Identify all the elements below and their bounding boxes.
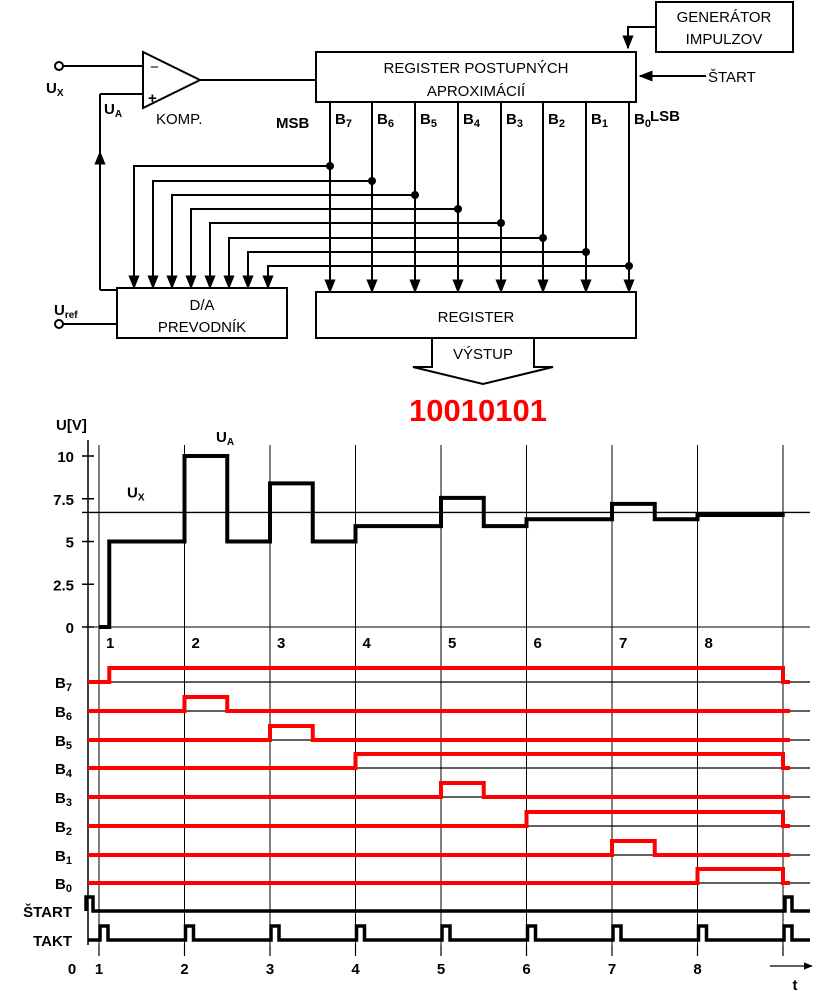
dac-feed-line-6 xyxy=(242,251,586,290)
bit-label-5: B2 xyxy=(548,111,565,130)
bit-label-4: B3 xyxy=(506,111,523,130)
comparator-minus: − xyxy=(150,59,159,76)
ux-label: UX xyxy=(46,80,64,99)
generator-line2: IMPULZOV xyxy=(686,31,763,48)
step-label-1: 1 xyxy=(106,635,114,652)
msb-label: MSB xyxy=(276,115,310,132)
bit-row-signal-0 xyxy=(88,867,790,885)
takt-signal xyxy=(88,924,810,942)
time-label: t xyxy=(793,977,798,994)
uref-label: Uref xyxy=(54,302,78,321)
step-label-5: 5 xyxy=(448,635,456,652)
start-signal xyxy=(84,895,810,913)
step-label-8: 8 xyxy=(705,635,713,652)
bit-label-6: B1 xyxy=(591,111,608,130)
bit-row-label-0: B0 xyxy=(55,876,72,895)
dac-feed-line-0 xyxy=(128,165,330,290)
bit-row-signal-7 xyxy=(88,666,790,684)
voltage-chart: U[V] 10 7.5 5 2.5 0 UX UA 1 2 3 4 5 6 7 8 xyxy=(53,417,810,945)
start-row-label: ŠTART xyxy=(23,903,72,921)
comparator-label: KOMP. xyxy=(156,111,202,128)
y-tick-label: 0 xyxy=(66,620,74,637)
bit-row-label-1: B1 xyxy=(55,848,72,867)
bit-label-1: B6 xyxy=(377,111,394,130)
comparator-plus: + xyxy=(148,90,157,107)
bit-label-2: B5 xyxy=(420,111,437,130)
start-label: ŠTART xyxy=(708,69,756,86)
bit-row-signal-4 xyxy=(88,752,790,770)
lsb-label: LSB xyxy=(650,108,680,125)
dac-feed-line-5 xyxy=(223,237,543,290)
bit-label-7: B0 xyxy=(634,111,651,130)
comparator xyxy=(142,50,203,110)
bit-row-signal-5 xyxy=(88,724,790,742)
x-tick-label-5: 5 xyxy=(437,961,445,978)
y-axis-title: U[V] xyxy=(56,417,87,434)
register-label: REGISTER xyxy=(438,309,515,326)
block-texts: UX UA Uref − + KOMP. GENERÁTOR IMPULZOV … xyxy=(46,9,772,428)
x-tick-label-4: 4 xyxy=(351,961,360,978)
dac-feed-line-2 xyxy=(166,194,415,290)
bit-row-signal-1 xyxy=(88,839,790,857)
step-label-7: 7 xyxy=(619,635,627,652)
ux-line-label: UX xyxy=(127,484,145,503)
y-tick-label: 10 xyxy=(57,449,74,466)
x-tick-label-7: 7 xyxy=(608,961,616,978)
sar-line2: APROXIMÁCIÍ xyxy=(427,83,526,100)
step-label-2: 2 xyxy=(192,635,200,652)
x-tick-label-8: 8 xyxy=(693,961,701,978)
y-tick-label: 2.5 xyxy=(53,577,74,594)
bit-row-signal-3 xyxy=(88,781,790,799)
dac-feed-line-4 xyxy=(204,222,501,290)
timing-diagram: B7 B6 B5 B4 B3 B2 B1 B0 ŠTART TAKT 0 1 2 3 4 5 6 7 8 t xyxy=(23,666,813,994)
bit-label-0: B7 xyxy=(335,111,352,130)
dac-line2: PREVODNÍK xyxy=(158,319,246,336)
ua-label: UA xyxy=(104,101,122,120)
step-label-6: 6 xyxy=(534,635,542,652)
sar-box xyxy=(315,51,637,103)
output-label: VÝSTUP xyxy=(453,346,513,363)
dac-feed-line-1 xyxy=(147,180,372,290)
x-tick-label-6: 6 xyxy=(522,961,530,978)
step-label-3: 3 xyxy=(277,635,285,652)
dac-box xyxy=(116,287,288,339)
bit-row-label-6: B6 xyxy=(55,704,72,723)
ua-staircase xyxy=(99,454,785,629)
dac-line1: D/A xyxy=(189,297,214,314)
result-code: 10010101 xyxy=(409,393,547,428)
y-tick-label: 7.5 xyxy=(53,492,74,509)
takt-row-label: TAKT xyxy=(33,933,72,950)
step-label-4: 4 xyxy=(363,635,372,652)
x-tick-label-1: 1 xyxy=(95,961,103,978)
bit-row-label-5: B5 xyxy=(55,733,72,752)
register-box xyxy=(315,291,637,339)
bit-label-3: B4 xyxy=(463,111,481,130)
x-tick-label-0: 0 xyxy=(68,961,76,978)
dac-feed-line-3 xyxy=(185,208,458,290)
x-tick-label-2: 2 xyxy=(180,961,188,978)
ua-curve-label: UA xyxy=(216,429,234,448)
uref-terminal xyxy=(54,319,64,329)
x-tick-label-3: 3 xyxy=(266,961,274,978)
bit-row-label-2: B2 xyxy=(55,819,72,838)
block-diagram xyxy=(54,1,794,386)
generator-line1: GENERÁTOR xyxy=(677,9,772,26)
bit-row-signal-2 xyxy=(88,810,790,828)
y-tick-label: 5 xyxy=(66,535,74,552)
bit-row-label-3: B3 xyxy=(55,790,72,809)
sar-line1: REGISTER POSTUPNÝCH xyxy=(383,60,568,77)
output-arrow xyxy=(412,337,554,386)
bit-row-label-4: B4 xyxy=(55,761,73,780)
bit-row-signal-6 xyxy=(88,695,790,713)
ux-terminal xyxy=(54,61,64,71)
bit-row-label-7: B7 xyxy=(55,675,72,694)
dac-feed-line-7 xyxy=(262,265,629,290)
